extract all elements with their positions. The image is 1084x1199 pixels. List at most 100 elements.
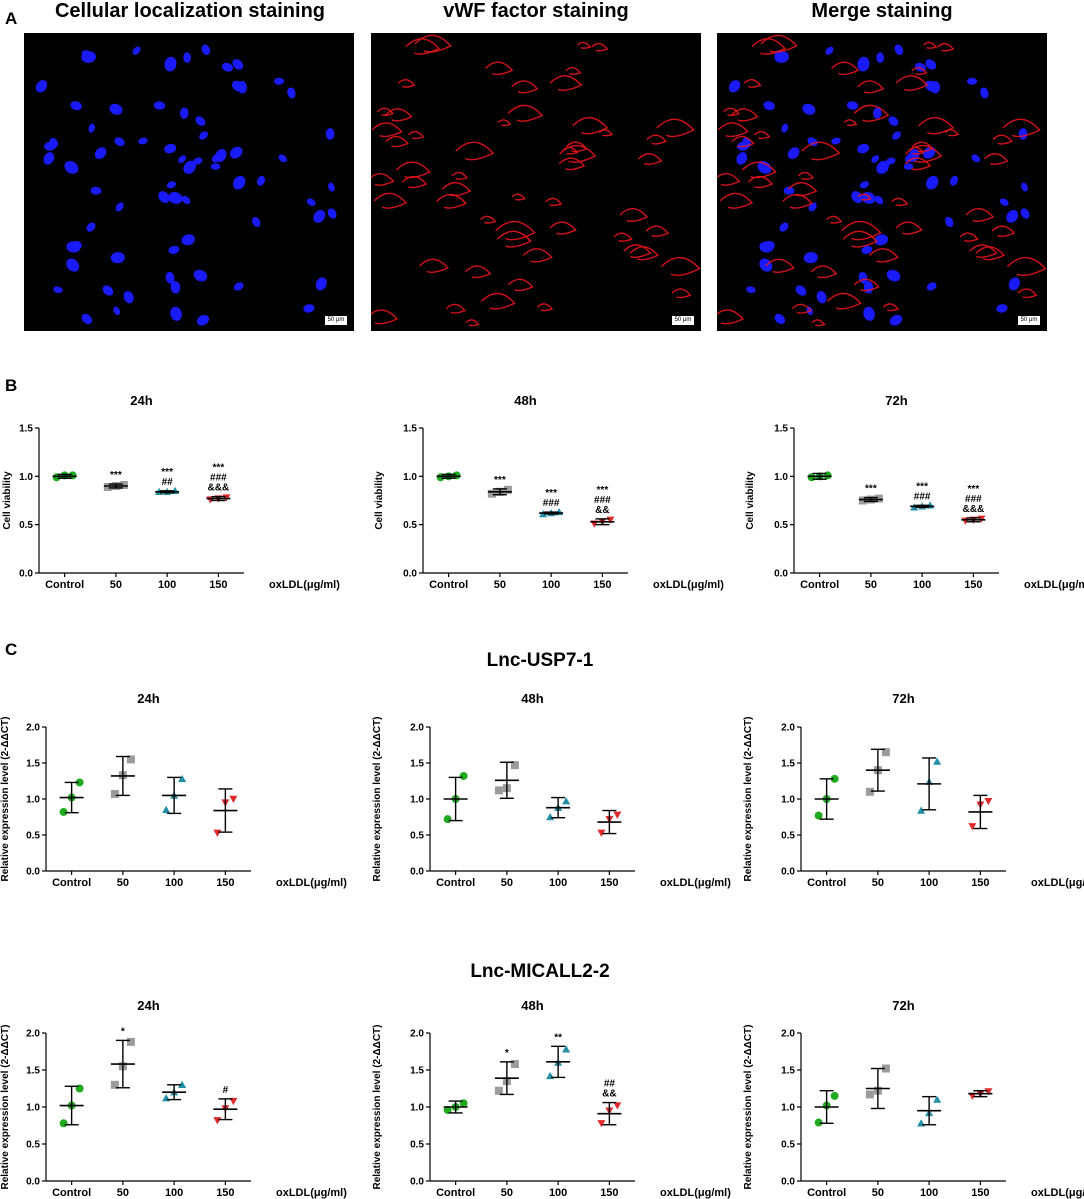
vwf-signal [495,220,536,241]
nucleus [170,306,182,321]
significance-label: # [223,1085,229,1096]
chart-C-USP7-48h: 48h 0.0 0.5 1.0 1.5 2.0 Relative expression le… [372,691,731,889]
chart-title: 24h [130,393,152,408]
vwf-signal [549,221,577,235]
data-point [562,797,571,805]
nucleus [996,304,1008,313]
x-axis-label: oxLDL(μg/ml) [1031,1187,1084,1199]
vwf-signal [911,67,928,75]
nucleus [873,107,882,119]
nucleus [857,143,870,154]
nucleus [871,155,880,163]
vwf-signal [464,265,492,279]
y-tick-label: 0.0 [410,1177,424,1188]
data-point [830,774,839,783]
vwf-signal [741,161,777,179]
nucleus [166,181,176,189]
nucleus [888,116,899,126]
vwf-signal [842,230,878,248]
chart-title: 72h [892,691,914,706]
data-point [874,494,883,503]
micrograph-title-vwf: vWF factor staining [443,0,629,22]
vwf-signal [853,104,890,122]
nucleus [315,277,327,291]
nucleus [967,77,978,85]
x-tick-label: 100 [920,877,938,889]
vwf-signal [623,244,652,258]
micrograph-title-merge: Merge staining [811,0,953,22]
significance-label: ## [604,1079,616,1090]
nucleus [232,80,245,92]
nucleus [779,222,789,232]
vwf-signal [841,220,882,241]
vwf-signal [853,278,880,292]
significance-label: *** [968,484,980,495]
y-tick-label: 1.0 [781,1103,795,1114]
vwf-signal [719,192,754,209]
vwf-signal [754,130,771,140]
vwf-signal [801,141,841,161]
nucleus [861,245,873,254]
vwf-signal [868,248,899,263]
vwf-signal [991,225,1016,237]
vwf-signal [445,303,467,314]
x-tick-label: 100 [165,877,183,889]
chart-B-72h: 72h 0.0 0.5 1.0 1.5 Cell viability Control 50 10… [745,393,1084,591]
chart-title: 48h [514,393,536,408]
data-point [494,786,503,795]
y-axis-label: Relative expression level (2-ΔΔCT) [0,1025,11,1190]
data-point [452,471,461,480]
data-point [75,778,84,787]
significance-label: * [505,1048,509,1059]
nucleus [86,222,96,232]
nucleus [728,80,741,93]
vwf-signal [395,161,431,179]
nucleus [874,195,884,205]
x-tick-label: Control [52,1187,91,1199]
nucleus [168,245,180,254]
data-point [110,789,119,798]
y-tick-label: 0.0 [781,867,795,878]
data-point [933,1095,942,1103]
data-point [933,757,942,765]
vwf-signal [397,79,416,88]
vwf-signal [1017,288,1038,299]
micrograph-merge: 50 μm [717,33,1047,331]
x-tick-label: 100 [913,579,931,591]
y-tick-label: 0.5 [26,1140,40,1151]
x-tick-label: 50 [865,579,877,591]
vwf-signal [373,192,408,209]
nucleus [886,269,901,282]
data-point [103,482,112,491]
vwf-signal [511,80,539,94]
nucleus [736,152,748,165]
data-point [487,489,496,498]
panel-label-b: B [5,376,18,395]
nucleus [70,101,82,111]
vwf-signal [826,215,843,224]
data-point [968,823,977,831]
vwf-signal [984,153,1009,165]
significance-label: ### [594,495,611,506]
y-tick-label: 0.0 [774,569,788,580]
micrograph-merge-image [717,34,1047,327]
vwf-signal [937,42,955,52]
nucleus [64,161,79,174]
nucleus [774,313,786,325]
nucleus [926,282,937,291]
micrograph-vwf-image [371,34,701,327]
nucleus [980,87,989,99]
nucleus [287,87,296,99]
x-tick-label: 150 [593,579,611,591]
scale-bar: 50 μm [324,315,348,326]
nucleus [183,160,196,174]
y-tick-label: 2.0 [410,1029,424,1040]
vwf-signal [923,41,938,49]
nucleus [196,314,210,326]
vwf-signal [831,61,860,76]
chart-C-USP7-72h: 72h 0.0 0.5 1.0 1.5 2.0 Relative expression le… [743,691,1084,889]
significance-label: ## [162,477,174,488]
vwf-signal [895,75,929,91]
data-point [229,795,238,803]
y-axis-label: Cell viability [2,471,13,530]
